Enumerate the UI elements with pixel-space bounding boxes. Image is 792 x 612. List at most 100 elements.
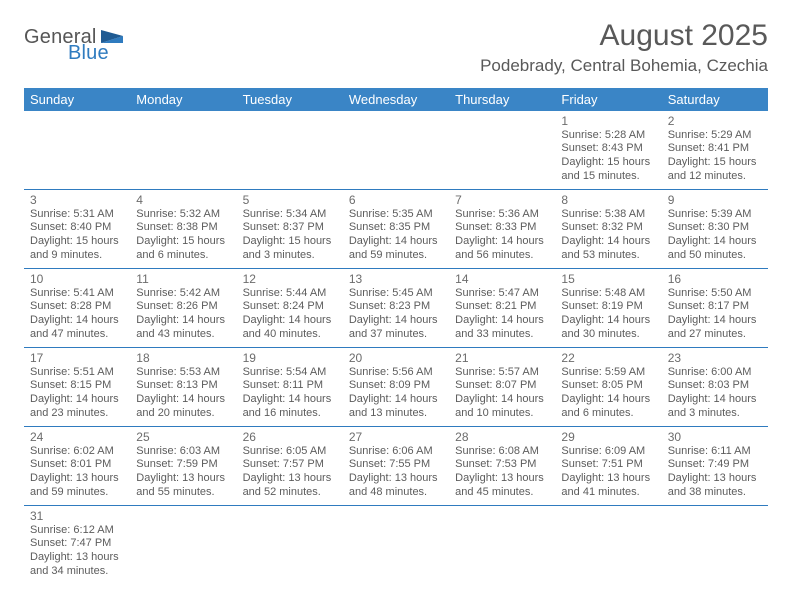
day-day2: and 6 minutes. xyxy=(136,249,230,263)
day-number: 16 xyxy=(668,272,762,286)
day-day2: and 9 minutes. xyxy=(30,249,124,263)
day-sunset: Sunset: 8:28 PM xyxy=(30,300,124,314)
day-number: 21 xyxy=(455,351,549,365)
day-day1: Daylight: 14 hours xyxy=(455,314,549,328)
day-day1: Daylight: 14 hours xyxy=(243,314,337,328)
weekday-header: Thursday xyxy=(449,88,555,111)
day-sunrise: Sunrise: 5:28 AM xyxy=(561,129,655,143)
day-sunset: Sunset: 8:38 PM xyxy=(136,221,230,235)
day-number: 25 xyxy=(136,430,230,444)
day-day1: Daylight: 13 hours xyxy=(30,472,124,486)
day-day2: and 48 minutes. xyxy=(349,486,443,500)
day-sunset: Sunset: 8:03 PM xyxy=(668,379,762,393)
day-cell: 13Sunrise: 5:45 AMSunset: 8:23 PMDayligh… xyxy=(343,269,449,347)
day-cell: 20Sunrise: 5:56 AMSunset: 8:09 PMDayligh… xyxy=(343,348,449,426)
day-number: 11 xyxy=(136,272,230,286)
day-day2: and 37 minutes. xyxy=(349,328,443,342)
day-cell xyxy=(237,506,343,584)
day-day2: and 47 minutes. xyxy=(30,328,124,342)
day-sunset: Sunset: 8:35 PM xyxy=(349,221,443,235)
day-sunset: Sunset: 8:21 PM xyxy=(455,300,549,314)
weekday-header: Sunday xyxy=(24,88,130,111)
day-sunrise: Sunrise: 5:45 AM xyxy=(349,287,443,301)
day-number: 5 xyxy=(243,193,337,207)
day-sunrise: Sunrise: 5:57 AM xyxy=(455,366,549,380)
day-number: 28 xyxy=(455,430,549,444)
day-cell: 10Sunrise: 5:41 AMSunset: 8:28 PMDayligh… xyxy=(24,269,130,347)
day-sunset: Sunset: 8:07 PM xyxy=(455,379,549,393)
day-day2: and 3 minutes. xyxy=(668,407,762,421)
day-cell xyxy=(555,506,661,584)
day-day1: Daylight: 14 hours xyxy=(349,235,443,249)
day-day2: and 50 minutes. xyxy=(668,249,762,263)
day-number: 2 xyxy=(668,114,762,128)
day-day2: and 34 minutes. xyxy=(30,565,124,579)
day-sunset: Sunset: 8:24 PM xyxy=(243,300,337,314)
day-day1: Daylight: 13 hours xyxy=(349,472,443,486)
day-sunset: Sunset: 8:41 PM xyxy=(668,142,762,156)
day-sunset: Sunset: 8:05 PM xyxy=(561,379,655,393)
day-cell: 5Sunrise: 5:34 AMSunset: 8:37 PMDaylight… xyxy=(237,190,343,268)
day-day2: and 15 minutes. xyxy=(561,170,655,184)
day-sunset: Sunset: 7:53 PM xyxy=(455,458,549,472)
weekday-header: Saturday xyxy=(662,88,768,111)
weekday-header: Wednesday xyxy=(343,88,449,111)
calendar-week-row: 24Sunrise: 6:02 AMSunset: 8:01 PMDayligh… xyxy=(24,427,768,506)
day-cell: 16Sunrise: 5:50 AMSunset: 8:17 PMDayligh… xyxy=(662,269,768,347)
day-sunrise: Sunrise: 5:56 AM xyxy=(349,366,443,380)
day-day2: and 3 minutes. xyxy=(243,249,337,263)
day-cell: 1Sunrise: 5:28 AMSunset: 8:43 PMDaylight… xyxy=(555,111,661,189)
day-day1: Daylight: 15 hours xyxy=(561,156,655,170)
weekday-header: Monday xyxy=(130,88,236,111)
day-day1: Daylight: 14 hours xyxy=(349,393,443,407)
day-day1: Daylight: 14 hours xyxy=(561,235,655,249)
day-sunrise: Sunrise: 5:39 AM xyxy=(668,208,762,222)
day-cell: 31Sunrise: 6:12 AMSunset: 7:47 PMDayligh… xyxy=(24,506,130,584)
day-day1: Daylight: 14 hours xyxy=(668,393,762,407)
day-number: 20 xyxy=(349,351,443,365)
day-day2: and 6 minutes. xyxy=(561,407,655,421)
day-sunrise: Sunrise: 6:06 AM xyxy=(349,445,443,459)
day-day1: Daylight: 14 hours xyxy=(668,235,762,249)
day-day2: and 12 minutes. xyxy=(668,170,762,184)
weekday-header-row: Sunday Monday Tuesday Wednesday Thursday… xyxy=(24,88,768,111)
day-day2: and 53 minutes. xyxy=(561,249,655,263)
day-sunset: Sunset: 8:09 PM xyxy=(349,379,443,393)
day-day2: and 45 minutes. xyxy=(455,486,549,500)
day-day1: Daylight: 14 hours xyxy=(136,393,230,407)
day-number: 9 xyxy=(668,193,762,207)
day-cell: 14Sunrise: 5:47 AMSunset: 8:21 PMDayligh… xyxy=(449,269,555,347)
day-sunrise: Sunrise: 6:03 AM xyxy=(136,445,230,459)
day-cell: 8Sunrise: 5:38 AMSunset: 8:32 PMDaylight… xyxy=(555,190,661,268)
day-day2: and 43 minutes. xyxy=(136,328,230,342)
day-cell xyxy=(237,111,343,189)
day-cell: 6Sunrise: 5:35 AMSunset: 8:35 PMDaylight… xyxy=(343,190,449,268)
day-number: 17 xyxy=(30,351,124,365)
day-sunrise: Sunrise: 5:36 AM xyxy=(455,208,549,222)
day-day2: and 55 minutes. xyxy=(136,486,230,500)
day-cell: 17Sunrise: 5:51 AMSunset: 8:15 PMDayligh… xyxy=(24,348,130,426)
day-sunset: Sunset: 7:49 PM xyxy=(668,458,762,472)
calendar-week-row: 1Sunrise: 5:28 AMSunset: 8:43 PMDaylight… xyxy=(24,111,768,190)
day-day1: Daylight: 14 hours xyxy=(561,393,655,407)
day-number: 31 xyxy=(30,509,124,523)
day-day1: Daylight: 14 hours xyxy=(243,393,337,407)
day-number: 10 xyxy=(30,272,124,286)
day-number: 8 xyxy=(561,193,655,207)
day-number: 12 xyxy=(243,272,337,286)
day-day2: and 59 minutes. xyxy=(30,486,124,500)
day-cell: 23Sunrise: 6:00 AMSunset: 8:03 PMDayligh… xyxy=(662,348,768,426)
day-number: 13 xyxy=(349,272,443,286)
day-number: 18 xyxy=(136,351,230,365)
day-day1: Daylight: 13 hours xyxy=(243,472,337,486)
day-sunrise: Sunrise: 6:08 AM xyxy=(455,445,549,459)
day-cell: 18Sunrise: 5:53 AMSunset: 8:13 PMDayligh… xyxy=(130,348,236,426)
calendar-week-row: 10Sunrise: 5:41 AMSunset: 8:28 PM Dayligh… xyxy=(24,269,768,348)
day-number: 26 xyxy=(243,430,337,444)
day-sunrise: Sunrise: 5:41 AM xyxy=(30,287,124,301)
day-cell xyxy=(449,506,555,584)
day-number: 19 xyxy=(243,351,337,365)
day-sunrise: Sunrise: 5:34 AM xyxy=(243,208,337,222)
day-sunrise: Sunrise: 5:38 AM xyxy=(561,208,655,222)
day-sunset: Sunset: 8:32 PM xyxy=(561,221,655,235)
